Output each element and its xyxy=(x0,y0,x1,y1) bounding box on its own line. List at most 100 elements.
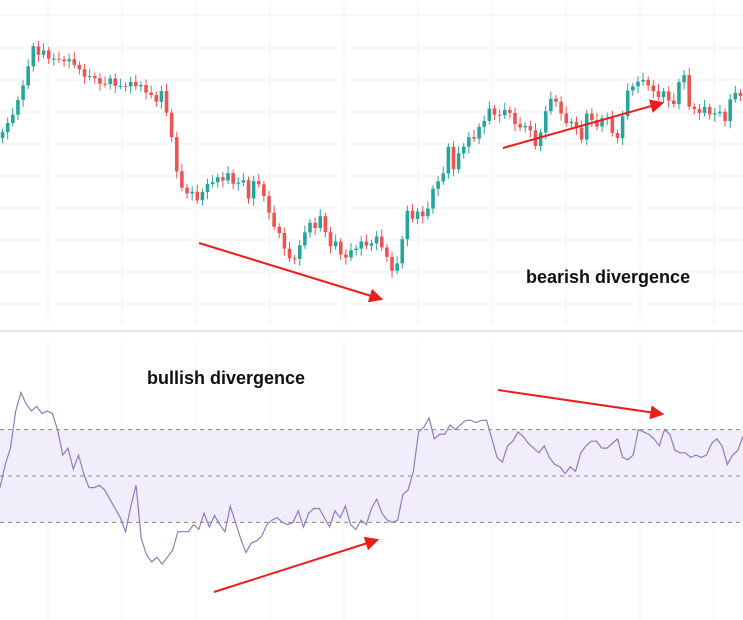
candle-up xyxy=(502,109,507,116)
oscillator-higher-low-arrow xyxy=(213,536,380,593)
candlestick-series xyxy=(0,40,743,278)
candle-down xyxy=(707,107,712,115)
candle-up xyxy=(108,78,112,85)
candle-down xyxy=(267,196,271,213)
candle-down xyxy=(246,180,251,199)
candle-down xyxy=(113,78,118,86)
candle-up xyxy=(467,137,471,147)
candle-down xyxy=(98,78,102,84)
candle-down xyxy=(154,94,159,102)
candle-up xyxy=(190,191,194,194)
candle-up xyxy=(400,239,405,264)
candle-up xyxy=(415,211,420,219)
candle-up xyxy=(569,121,574,124)
candle-up xyxy=(205,184,210,192)
candle-up xyxy=(200,192,205,201)
candle-up xyxy=(446,146,451,174)
candle-down xyxy=(277,226,282,234)
bearish-divergence-label: bearish divergence xyxy=(526,267,690,287)
candle-up xyxy=(487,108,492,121)
candle-up xyxy=(682,75,686,83)
candle-up xyxy=(523,125,528,128)
candle-down xyxy=(738,92,743,97)
candle-down xyxy=(518,124,522,128)
candle-down xyxy=(36,46,41,55)
candle-up xyxy=(538,132,543,146)
candle-up xyxy=(5,122,10,133)
candle-up xyxy=(431,188,435,209)
candle-up xyxy=(0,132,5,139)
candle-down xyxy=(221,177,225,181)
candle-down xyxy=(344,254,348,258)
candle-up xyxy=(728,99,732,122)
candle-down xyxy=(651,85,656,92)
candle-down xyxy=(123,85,128,87)
candle-up xyxy=(641,79,645,82)
candle-down xyxy=(272,212,276,227)
candle-up xyxy=(349,250,353,258)
candle-up xyxy=(661,91,666,98)
candle-down xyxy=(579,127,584,140)
candle-up xyxy=(482,120,487,127)
divergence-arrows xyxy=(198,99,665,593)
candle-down xyxy=(282,233,287,249)
candle-up xyxy=(461,146,466,154)
oscillator-line xyxy=(0,390,743,566)
candle-up xyxy=(441,173,446,182)
candle-up xyxy=(359,241,364,249)
candle-down xyxy=(590,113,594,121)
candle-down xyxy=(256,181,261,185)
candle-up xyxy=(543,111,548,133)
candle-down xyxy=(164,91,169,113)
candle-down xyxy=(646,79,650,86)
candle-up xyxy=(677,82,681,105)
candle-up xyxy=(395,263,399,271)
candle-up xyxy=(625,90,630,117)
candle-up xyxy=(87,76,92,78)
price-lower-low-arrow xyxy=(198,242,384,303)
oscillator-series xyxy=(0,390,743,566)
candle-up xyxy=(308,222,312,233)
candle-down xyxy=(666,91,671,101)
oscillator-lower-high-arrow xyxy=(497,389,665,420)
candle-up xyxy=(318,216,323,228)
candle-up xyxy=(333,241,338,247)
candle-down xyxy=(72,59,77,65)
candle-up xyxy=(210,182,215,185)
candle-down xyxy=(62,59,66,62)
candle-up xyxy=(21,85,25,100)
candle-down xyxy=(262,184,266,197)
candle-up xyxy=(303,232,307,246)
candle-down xyxy=(410,210,415,219)
candle-up xyxy=(426,208,430,217)
candle-up xyxy=(549,98,553,112)
candle-up xyxy=(26,66,30,86)
candle-down xyxy=(595,120,599,127)
candle-up xyxy=(11,114,15,123)
candle-up xyxy=(713,113,717,115)
candle-down xyxy=(292,258,297,260)
candle-down xyxy=(379,236,384,248)
candle-up xyxy=(456,153,461,170)
candle-down xyxy=(390,256,394,271)
candle-down xyxy=(554,98,558,102)
candle-down xyxy=(492,108,497,115)
candle-down xyxy=(528,125,533,131)
candle-down xyxy=(508,109,512,113)
candle-down xyxy=(46,50,51,59)
candle-up xyxy=(52,58,56,60)
candle-down xyxy=(564,113,569,124)
candle-down xyxy=(169,112,174,138)
candle-down xyxy=(287,248,292,259)
candle-up xyxy=(702,107,707,113)
candle-up xyxy=(67,59,71,62)
candle-down xyxy=(364,241,369,246)
candle-down xyxy=(323,216,328,233)
candle-down xyxy=(615,133,620,139)
candle-down xyxy=(497,114,502,116)
candle-up xyxy=(226,173,230,181)
candle-down xyxy=(420,211,425,217)
candle-up xyxy=(16,99,20,115)
candle-down xyxy=(697,109,702,113)
